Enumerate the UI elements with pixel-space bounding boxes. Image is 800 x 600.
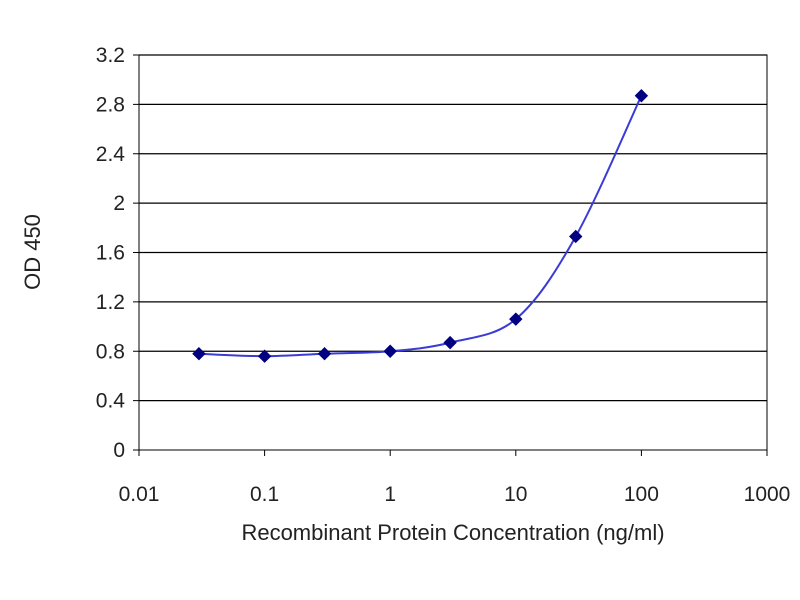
data-point-marker [257,349,272,363]
y-tick-label: 0.4 [96,390,126,413]
data-point-marker [192,347,206,361]
data-point-marker [569,229,583,244]
data-point-marker [509,312,523,326]
data-point-marker [383,344,397,358]
data-point-marker [443,335,457,350]
y-tick-label: 0 [113,439,125,462]
x-tick-label: 0.1 [250,483,279,506]
x-tick-label: 10 [504,483,527,506]
series [192,89,649,363]
y-tick-label: 2.4 [96,143,126,166]
grid-lines [139,54,767,402]
y-axis-title: OD 450 [20,214,45,290]
data-point-marker [317,347,332,361]
y-tick-label: 1.2 [96,291,125,314]
series-line [198,95,643,358]
x-axis-title: Recombinant Protein Concentration (ng/ml… [241,520,664,545]
y-tick-label: 3.2 [96,44,125,67]
y-tick-label: 1.6 [96,242,125,265]
x-tick-label: 1 [384,483,396,506]
data-point-marker [634,89,649,103]
x-tick-label: 1000 [744,483,791,506]
axes [133,54,768,456]
y-tick-label: 2.8 [96,93,125,116]
y-tick-label: 2 [113,192,125,215]
y-tick-label: 0.8 [96,340,125,363]
x-tick-label: 100 [624,483,659,506]
y-tick-labels: 0 0.4 0.8 1.2 1.6 2 2.4 2.8 3.2 [96,44,126,462]
x-tick-labels: 0.01 0.1 1 10 100 1000 [119,483,791,506]
x-tick-label: 0.01 [119,483,160,506]
